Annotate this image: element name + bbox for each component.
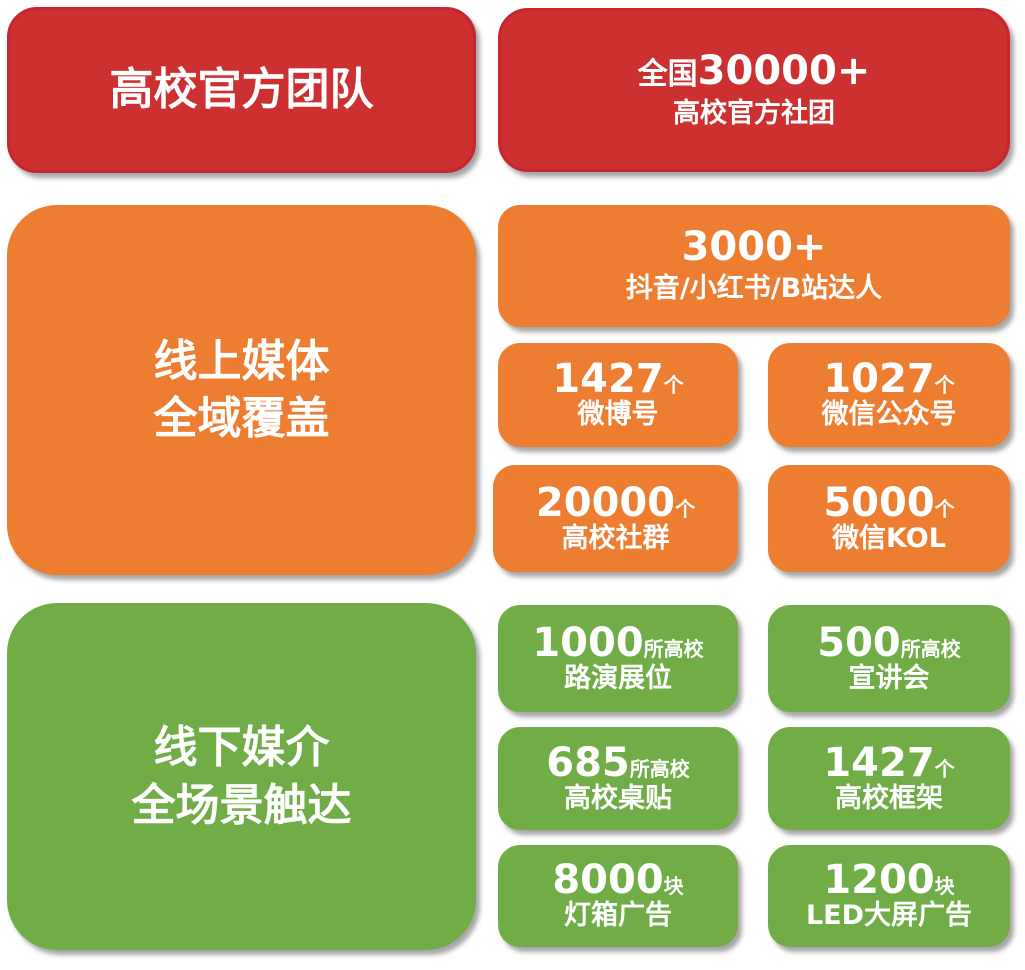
stat-unit: 所高校 bbox=[900, 636, 961, 661]
stat-label: 微信公众号 bbox=[821, 399, 957, 431]
offline-stat-card: 1427个 高校框架 bbox=[768, 727, 1010, 830]
online-title-card: 线上媒体 全域覆盖 bbox=[7, 205, 476, 575]
team-number: 30000+ bbox=[697, 47, 871, 94]
stat-label: 抖音/小红书/B站达人 bbox=[625, 273, 883, 305]
stat-number: 5000 bbox=[823, 479, 935, 526]
offline-stat-card: 500所高校 宣讲会 bbox=[768, 605, 1010, 712]
stat-number: 1027 bbox=[823, 356, 935, 403]
stat-label: 微博号 bbox=[577, 399, 659, 431]
offline-title-card: 线下媒介 全场景触达 bbox=[7, 603, 476, 950]
stat-unit: 块 bbox=[934, 874, 955, 899]
stat-label: 高校桌贴 bbox=[564, 782, 672, 814]
stat-label: 宣讲会 bbox=[848, 662, 930, 694]
stat-number: 1427 bbox=[552, 356, 664, 403]
stat-unit: 所高校 bbox=[643, 636, 704, 661]
stat-unit: 个 bbox=[663, 373, 684, 398]
online-title-line2: 全域覆盖 bbox=[153, 393, 330, 444]
stat-label: 微信KOL bbox=[832, 522, 946, 554]
stat-unit: 个 bbox=[934, 756, 955, 781]
stat-unit: 块 bbox=[663, 874, 684, 899]
stat-number: 8000 bbox=[552, 857, 664, 904]
online-stat-card: 20000个 高校社群 bbox=[493, 465, 738, 572]
offline-stat-card: 1000所高校 路演展位 bbox=[498, 605, 738, 712]
team-stat-card: 全国30000+ 高校官方社团 bbox=[498, 8, 1010, 172]
stat-unit: 个 bbox=[675, 496, 696, 521]
stat-unit: 个 bbox=[934, 373, 955, 398]
stat-number: 500 bbox=[817, 619, 901, 666]
stat-number: 1200 bbox=[823, 857, 935, 904]
stat-number: 20000 bbox=[535, 479, 676, 526]
online-stat-card: 1027个 微信公众号 bbox=[768, 343, 1010, 447]
offline-stat-card: 1200块 LED大屏广告 bbox=[768, 845, 1010, 947]
offline-stat-card: 8000块 灯箱广告 bbox=[498, 845, 738, 947]
team-title-card: 高校官方团队 bbox=[7, 7, 476, 173]
stat-unit: 所高校 bbox=[629, 756, 690, 781]
stat-number: 1427 bbox=[823, 739, 935, 786]
team-stat-label: 高校官方社团 bbox=[673, 98, 835, 130]
stat-label: 灯箱广告 bbox=[564, 900, 672, 932]
team-stat-number: 全国30000+ bbox=[638, 51, 871, 93]
online-stat-card: 3000+ 抖音/小红书/B站达人 bbox=[498, 205, 1010, 327]
stat-number: 3000+ bbox=[681, 224, 827, 271]
offline-stat-card: 685所高校 高校桌贴 bbox=[498, 727, 738, 830]
stat-label: 路演展位 bbox=[564, 662, 672, 694]
team-number-prefix: 全国 bbox=[637, 56, 698, 92]
stat-number: 1000 bbox=[532, 619, 644, 666]
stat-label: 高校框架 bbox=[835, 782, 943, 814]
stat-label: LED大屏广告 bbox=[805, 900, 973, 932]
stat-label: 高校社群 bbox=[561, 522, 670, 554]
online-stat-card: 1427个 微博号 bbox=[498, 343, 738, 447]
online-stat-card: 5000个 微信KOL bbox=[768, 465, 1010, 572]
offline-title-line1: 线下媒介 bbox=[153, 722, 330, 774]
team-title: 高校官方团队 bbox=[109, 64, 374, 116]
stat-unit: 个 bbox=[934, 496, 955, 521]
stat-number: 685 bbox=[546, 739, 630, 786]
offline-title-line2: 全场景触达 bbox=[131, 779, 352, 831]
online-title-line1: 线上媒体 bbox=[153, 335, 330, 387]
